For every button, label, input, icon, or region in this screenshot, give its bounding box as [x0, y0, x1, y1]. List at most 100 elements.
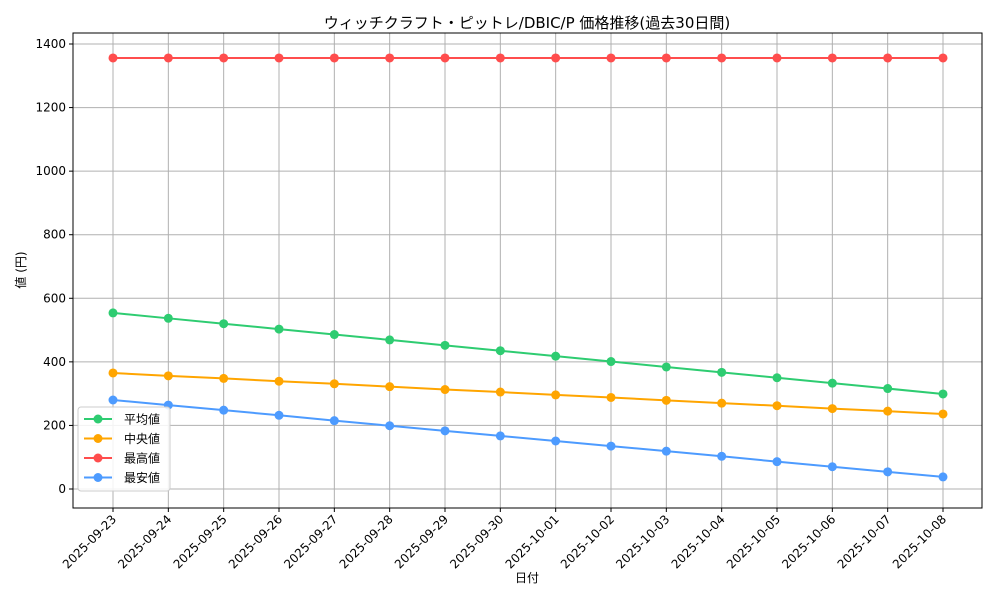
data-point: [385, 335, 395, 345]
series-line: [112, 371, 944, 415]
data-point: [606, 392, 616, 402]
data-point: [883, 406, 893, 416]
data-point: [385, 421, 395, 431]
data-point: [717, 367, 727, 377]
series-line: [112, 311, 944, 395]
y-tick-label: 0: [58, 482, 66, 496]
series-line: [112, 399, 944, 478]
data-point: [440, 53, 450, 63]
legend-box: [77, 406, 171, 492]
y-tick-label: 400: [43, 355, 66, 369]
data-point: [329, 330, 339, 340]
plot-frame: [72, 32, 983, 509]
legend-marker: [93, 453, 103, 463]
data-point: [883, 53, 893, 63]
data-point: [551, 351, 561, 361]
x-tick-label: 2025-09-23: [60, 512, 119, 571]
x-tick-label: 2025-10-05: [724, 512, 783, 571]
data-point: [163, 53, 173, 63]
grid: [73, 33, 982, 508]
y-tick-label: 1400: [35, 37, 66, 51]
data-point: [108, 308, 118, 318]
x-tick-label: 2025-10-07: [835, 512, 894, 571]
data-point: [827, 378, 837, 388]
data-point: [440, 385, 450, 395]
data-point: [661, 395, 671, 405]
data-point: [717, 53, 727, 63]
series-lines: [108, 53, 948, 482]
data-point: [108, 368, 118, 378]
data-point: [938, 389, 948, 399]
data-point: [606, 441, 616, 451]
y-axis-label: 値 (円): [13, 251, 28, 288]
x-tick-label: 2025-10-01: [503, 512, 562, 571]
x-tick-label: 2025-09-27: [281, 512, 340, 571]
data-point: [495, 431, 505, 441]
data-point: [495, 53, 505, 63]
data-point: [938, 472, 948, 482]
x-axis-label: 日付: [515, 571, 539, 585]
x-tick-label: 2025-09-29: [392, 512, 451, 571]
data-point: [661, 446, 671, 456]
data-point: [440, 426, 450, 436]
data-point: [440, 340, 450, 350]
data-point: [274, 324, 284, 334]
data-point: [219, 319, 229, 329]
data-point: [274, 53, 284, 63]
data-point: [827, 53, 837, 63]
x-tick-label: 2025-10-08: [890, 512, 949, 571]
x-tick-label: 2025-09-24: [115, 512, 174, 571]
data-point: [717, 451, 727, 461]
series-0: [108, 308, 948, 399]
data-point: [108, 395, 118, 405]
x-tick-label: 2025-09-26: [226, 512, 285, 571]
data-point: [938, 53, 948, 63]
data-point: [827, 404, 837, 414]
legend-marker: [93, 414, 103, 424]
x-tick-label: 2025-10-06: [779, 512, 838, 571]
data-point: [274, 410, 284, 420]
legend-label: 平均値: [124, 412, 160, 427]
y-tick-label: 200: [43, 418, 66, 432]
y-tick-label: 1000: [35, 164, 66, 178]
data-point: [827, 462, 837, 472]
data-point: [661, 53, 671, 63]
data-point: [495, 387, 505, 397]
data-point: [219, 373, 229, 383]
legend-marker: [93, 434, 103, 443]
y-tick-label: 1200: [35, 101, 66, 115]
data-point: [329, 53, 339, 63]
series-3: [108, 395, 948, 482]
y-axis: 0 200 400 600 800 1000 1200 1400: [35, 37, 73, 496]
data-point: [551, 436, 561, 446]
legend-label: 中央値: [124, 431, 160, 446]
x-tick-label: 2025-10-03: [613, 512, 672, 571]
data-point: [551, 53, 561, 63]
data-point: [883, 467, 893, 477]
x-tick-label: 2025-10-02: [558, 512, 617, 571]
data-point: [108, 53, 118, 63]
data-point: [385, 382, 395, 392]
data-point: [606, 53, 616, 63]
series-2: [108, 53, 948, 63]
legend-label: 最安値: [124, 470, 160, 485]
x-tick-label: 2025-09-28: [337, 512, 396, 571]
series-1: [108, 368, 948, 419]
data-point: [606, 357, 616, 367]
data-point: [495, 346, 505, 356]
y-tick-label: 800: [43, 228, 66, 242]
data-point: [329, 379, 339, 389]
data-point: [274, 376, 284, 386]
data-point: [772, 373, 782, 383]
data-point: [163, 371, 173, 381]
data-point: [219, 53, 229, 63]
chart-title: ウィッチクラフト・ピットレ/DBIC/P 価格推移(過去30日間): [324, 14, 730, 32]
data-point: [717, 398, 727, 408]
data-point: [772, 457, 782, 467]
x-tick-label: 2025-10-04: [669, 512, 728, 571]
data-point: [883, 384, 893, 394]
y-tick-label: 600: [43, 291, 66, 305]
data-point: [772, 53, 782, 63]
data-point: [772, 401, 782, 411]
